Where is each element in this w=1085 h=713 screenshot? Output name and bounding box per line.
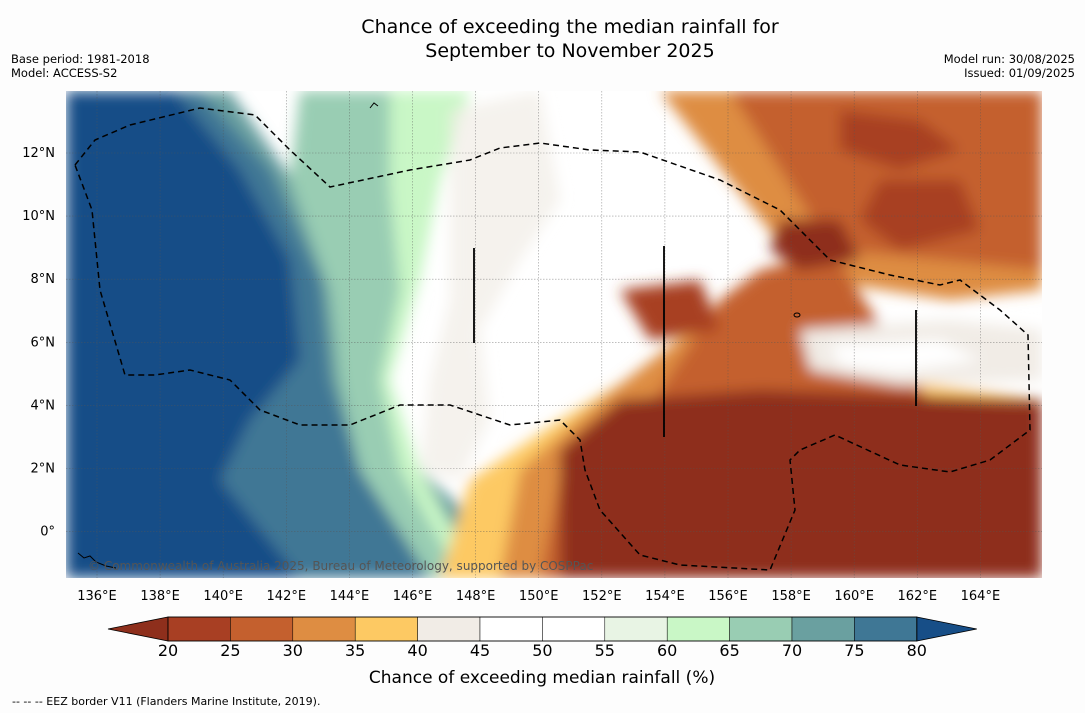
x-tick-label: 156°E: [708, 589, 748, 604]
y-tick-label: 2°N: [31, 462, 56, 477]
x-axis-labels: 136°E 138°E 140°E 142°E 144°E 146°E 148°E 150°E…: [77, 589, 1000, 604]
colorbar-tick-label: 65: [719, 641, 740, 660]
copyright-text: © Commonwealth of Australia 2025, Bureau…: [88, 559, 593, 573]
footer-note: -- -- -- EEZ border V11 (Flanders Marine…: [12, 695, 321, 708]
map-plot-area: [66, 91, 1042, 578]
colorbar-tick-label: 20: [157, 641, 179, 660]
colorbar-tick-label: 80: [906, 641, 927, 660]
colorbar-tick-label: 40: [407, 641, 428, 660]
colorbar-bin: [791, 616, 855, 642]
colorbar-bin: [167, 616, 231, 642]
title-line-2: September to November 2025: [425, 40, 715, 62]
graticule: [66, 91, 1042, 578]
x-tick-label: 148°E: [456, 589, 496, 604]
colorbar: [107, 616, 977, 642]
x-tick-label: 160°E: [834, 589, 874, 604]
y-tick-label: 6°N: [31, 335, 56, 350]
y-tick-label: 8°N: [31, 272, 56, 287]
x-tick-label: 144°E: [330, 589, 370, 604]
eez-borders: [74, 107, 1031, 571]
islands: [77, 102, 801, 569]
model-run: Model run: 30/08/2025: [943, 52, 1075, 66]
colorbar-outline: [167, 616, 918, 642]
colorbar-bin: [854, 616, 918, 642]
colorbar-tick-label: 35: [345, 641, 366, 660]
x-tick-label: 158°E: [771, 589, 811, 604]
colorbar-bin: [729, 616, 793, 642]
colorbar-extend-high: [916, 616, 977, 642]
x-tick-label: 140°E: [203, 589, 243, 604]
base-period: Base period: 1981-2018: [11, 52, 150, 66]
colorbar-bin: [604, 616, 668, 642]
x-tick-label: 146°E: [393, 589, 433, 604]
colorbar-tick-label: 55: [594, 641, 615, 660]
colorbar-tick-label: 30: [282, 641, 303, 660]
colorbar-bin: [417, 616, 481, 642]
issued-date: Issued: 01/09/2025: [964, 66, 1075, 80]
colorbar-title: Chance of exceeding median rainfall (%): [368, 668, 716, 688]
colorbar-tick-label: 60: [657, 641, 678, 660]
colorbar-bin: [354, 616, 418, 642]
colorbar-bin: [542, 616, 606, 642]
x-tick-label: 164°E: [961, 589, 1001, 604]
colorbar-bin: [666, 616, 730, 642]
x-tick-label: 136°E: [77, 589, 117, 604]
colorbar-tick-label: 45: [469, 641, 491, 660]
x-tick-label: 138°E: [140, 589, 180, 604]
colorbar-tick-label: 50: [532, 641, 553, 660]
y-tick-label: 10°N: [22, 209, 55, 224]
x-tick-label: 162°E: [898, 589, 938, 604]
colorbar-bin: [479, 616, 543, 642]
title-line-1: Chance of exceeding the median rainfall …: [361, 16, 779, 38]
colorbar-extend-low: [107, 616, 169, 642]
colorbar-tick-label: 75: [844, 641, 865, 660]
x-tick-label: 152°E: [582, 589, 622, 604]
colorbar-bin: [230, 616, 294, 642]
y-tick-label: 4°N: [31, 398, 56, 413]
x-tick-label: 150°E: [519, 589, 559, 604]
model-name: Model: ACCESS-S2: [11, 66, 118, 80]
colorbar-bin: [292, 616, 356, 642]
y-axis-labels: 12°N 10°N 8°N 6°N 4°N 2°N 0°: [22, 146, 55, 540]
y-tick-label: 0°: [40, 525, 55, 540]
y-tick-label: 12°N: [22, 146, 55, 161]
x-tick-label: 142°E: [267, 589, 307, 604]
colorbar-tick-label: 70: [781, 641, 803, 660]
x-tick-label: 154°E: [645, 589, 685, 604]
boundary-lines: [473, 246, 917, 437]
colorbar-tick-label: 25: [220, 641, 241, 660]
